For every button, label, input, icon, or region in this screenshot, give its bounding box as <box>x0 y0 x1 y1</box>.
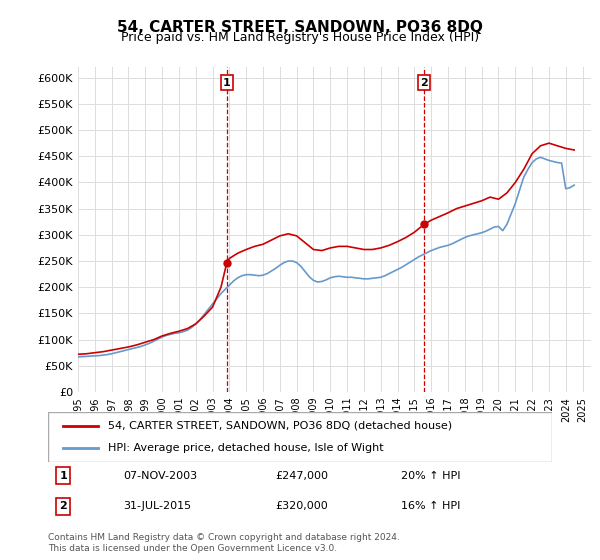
Text: 1: 1 <box>223 78 231 88</box>
Text: 54, CARTER STREET, SANDOWN, PO36 8DQ (detached house): 54, CARTER STREET, SANDOWN, PO36 8DQ (de… <box>109 421 452 431</box>
FancyBboxPatch shape <box>48 412 552 462</box>
Text: 16% ↑ HPI: 16% ↑ HPI <box>401 501 460 511</box>
Text: Price paid vs. HM Land Registry's House Price Index (HPI): Price paid vs. HM Land Registry's House … <box>121 31 479 44</box>
Text: 07-NOV-2003: 07-NOV-2003 <box>124 470 198 480</box>
Text: Contains HM Land Registry data © Crown copyright and database right 2024.
This d: Contains HM Land Registry data © Crown c… <box>48 533 400 553</box>
Text: 1: 1 <box>59 470 67 480</box>
Text: 2: 2 <box>420 78 428 88</box>
Text: HPI: Average price, detached house, Isle of Wight: HPI: Average price, detached house, Isle… <box>109 443 384 453</box>
Text: 54, CARTER STREET, SANDOWN, PO36 8DQ: 54, CARTER STREET, SANDOWN, PO36 8DQ <box>117 20 483 35</box>
Text: 31-JUL-2015: 31-JUL-2015 <box>124 501 192 511</box>
Text: 2: 2 <box>59 501 67 511</box>
Text: £247,000: £247,000 <box>275 470 328 480</box>
Text: 20% ↑ HPI: 20% ↑ HPI <box>401 470 460 480</box>
Text: £320,000: £320,000 <box>275 501 328 511</box>
